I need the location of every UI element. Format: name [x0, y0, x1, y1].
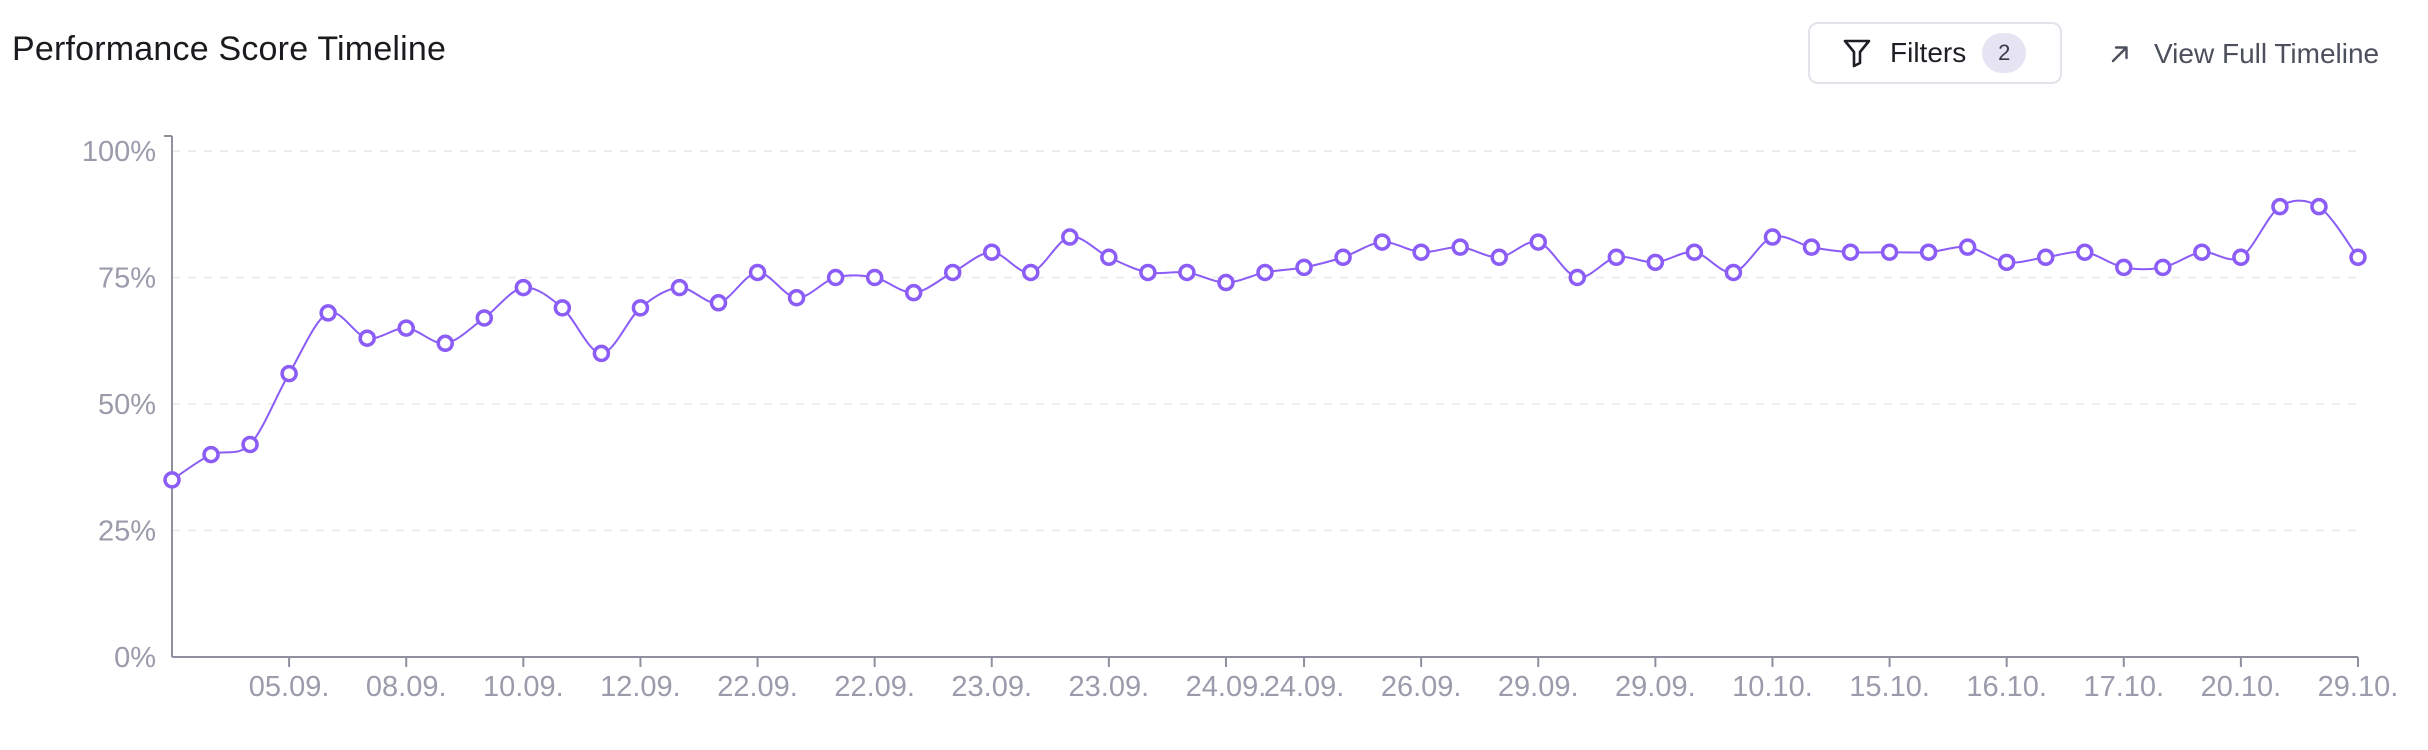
data-point	[397, 319, 415, 337]
data-point	[787, 288, 806, 307]
data-point	[2154, 258, 2172, 277]
x-tick-label: 29.09.	[1498, 671, 1579, 703]
x-tick-label: 15.10.	[1849, 671, 1930, 703]
data-point	[1451, 238, 1469, 256]
x-tick-label: 10.10.	[1732, 671, 1813, 703]
x-tick-label: 29.09.	[1615, 671, 1696, 703]
data-point	[553, 299, 572, 317]
data-point	[1997, 253, 2016, 272]
data-point	[1880, 243, 1899, 261]
data-point	[1802, 238, 1821, 256]
data-point	[280, 364, 298, 383]
data-point	[1568, 268, 1587, 287]
data-point	[1646, 253, 1665, 272]
data-point	[631, 299, 650, 317]
x-tick-label: 20.10.	[2201, 671, 2282, 703]
data-point	[1529, 233, 1547, 251]
data-point	[2076, 243, 2094, 261]
x-tick-label: 17.10.	[2083, 671, 2164, 703]
data-point	[1061, 228, 1079, 246]
data-point	[2036, 248, 2055, 267]
data-point	[943, 263, 962, 282]
data-point	[709, 294, 728, 312]
data-point	[748, 263, 767, 282]
x-tick-label: 12.09.	[600, 671, 681, 703]
x-tick-label: 10.09.	[483, 671, 564, 703]
x-tick-label: 08.09.	[366, 671, 447, 703]
data-point	[1763, 228, 1782, 246]
data-point	[826, 268, 845, 287]
data-point	[1373, 233, 1391, 251]
data-point	[358, 329, 376, 347]
data-point	[1256, 263, 1274, 282]
data-point	[1412, 243, 1430, 261]
x-tick-label: 23.09.	[951, 671, 1032, 703]
filters-count-badge: 2	[1982, 33, 2027, 73]
data-point	[904, 283, 923, 302]
data-point	[592, 344, 611, 363]
filters-label: Filters	[1890, 37, 1967, 68]
x-tick-label: 05.09.	[249, 671, 330, 703]
data-point	[1919, 243, 1938, 261]
x-tick-label: 24.09.	[1264, 671, 1345, 703]
data-point	[2349, 248, 2367, 267]
filters-button[interactable]: Filters 2	[1808, 22, 2062, 84]
view-full-timeline-label: View Full Timeline	[2154, 38, 2380, 69]
data-point	[1958, 238, 1977, 256]
data-point	[1685, 243, 1704, 261]
y-tick-label: 50%	[98, 389, 156, 421]
data-point	[983, 243, 1001, 261]
y-tick-label: 25%	[98, 516, 156, 548]
data-point	[1334, 248, 1352, 267]
x-tick-label: 26.09.	[1381, 671, 1462, 703]
data-point	[514, 278, 533, 297]
arrow-up-right-icon	[2108, 41, 2134, 67]
data-point	[670, 278, 689, 297]
data-point	[2271, 197, 2289, 216]
data-point	[2310, 197, 2328, 216]
data-point	[1217, 273, 1235, 292]
data-point	[2232, 248, 2250, 267]
x-tick-label: 22.09.	[834, 671, 915, 703]
data-point	[241, 435, 259, 454]
data-point	[2193, 243, 2211, 261]
data-point	[1139, 263, 1157, 282]
data-point	[1178, 263, 1196, 282]
data-point	[1607, 248, 1626, 267]
x-tick-label: 22.09.	[717, 671, 798, 703]
view-full-timeline-link[interactable]: View Full Timeline	[2108, 34, 2379, 74]
y-tick-label: 0%	[114, 642, 156, 674]
series-line	[171, 199, 2359, 481]
x-tick-label: 29.10.	[2318, 671, 2399, 703]
data-point	[1841, 243, 1860, 261]
data-point	[319, 304, 337, 322]
x-tick-label: 16.10.	[1966, 671, 2047, 703]
data-point	[1022, 263, 1040, 282]
x-tick-label: 23.09.	[1069, 671, 1150, 703]
data-point	[865, 268, 884, 287]
data-point	[2115, 258, 2133, 277]
data-point	[1724, 263, 1743, 282]
data-point	[202, 445, 220, 464]
data-point	[475, 309, 494, 327]
filter-icon	[1842, 36, 1876, 70]
page-title: Performance Score Timeline	[12, 30, 447, 68]
y-tick-label: 75%	[98, 263, 156, 295]
data-point	[436, 334, 454, 353]
x-tick-label: 24.09.	[1186, 671, 1267, 703]
data-point	[1100, 248, 1118, 267]
y-tick-label: 100%	[82, 136, 156, 168]
data-point	[163, 471, 181, 489]
data-point	[1295, 258, 1313, 277]
data-point	[1490, 248, 1508, 267]
